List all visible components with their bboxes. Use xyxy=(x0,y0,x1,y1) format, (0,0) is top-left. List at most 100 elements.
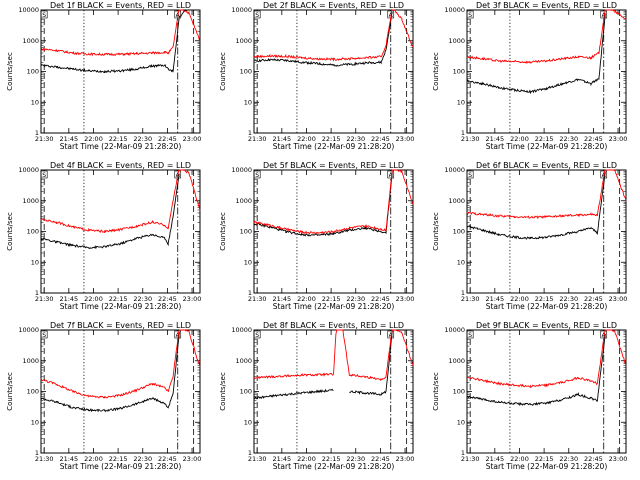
y-tick-label: 100 xyxy=(27,388,39,396)
y-axis-label: Counts/sec xyxy=(219,212,227,251)
x-axis-label: Start Time (22-Mar-09 21:28:20) xyxy=(60,302,182,311)
marker-label: S xyxy=(468,12,472,19)
y-tick-label: 10 xyxy=(457,418,465,426)
x-tick-label: 21:30 xyxy=(248,455,267,463)
y-tick-label: 10000 xyxy=(18,326,39,334)
y-tick-label: 1000 xyxy=(22,37,39,45)
lld-series-line xyxy=(466,9,626,65)
x-tick-label: 22:45 xyxy=(371,455,390,463)
x-tick-label: 21:45 xyxy=(485,295,504,303)
x-tick-label: 23:00 xyxy=(183,135,202,143)
chart-title: Det 7f BLACK = Events, RED = LLD xyxy=(50,321,191,330)
y-tick-label: 10 xyxy=(244,418,252,426)
y-tick-label: 100 xyxy=(240,388,252,396)
y-tick-label: 1 xyxy=(35,129,39,137)
x-axis-label: Start Time (22-Mar-09 21:28:20) xyxy=(60,462,182,471)
y-tick-label: 100 xyxy=(27,68,39,76)
x-tick-label: 21:30 xyxy=(248,135,267,143)
events-series-line xyxy=(253,388,334,400)
marker-label: S xyxy=(255,172,259,179)
x-tick-label: 21:45 xyxy=(485,455,504,463)
x-tick-label: 22:15 xyxy=(322,295,341,303)
marker-box xyxy=(466,170,474,179)
x-axis-label: Start Time (22-Mar-09 21:28:20) xyxy=(486,302,608,311)
events-series-line xyxy=(253,12,393,67)
x-tick-label: 22:45 xyxy=(584,295,603,303)
x-tick-label: 22:30 xyxy=(133,295,152,303)
y-tick-label: 10000 xyxy=(18,6,39,14)
detector-panel-9: Det 9f BLACK = Events, RED = LLD 1 10 100 10… xyxy=(426,320,639,480)
detector-panel-2: Det 2f BLACK = Events, RED = LLD 1 10 100 10… xyxy=(213,0,426,160)
y-tick-label: 1 xyxy=(461,289,465,297)
y-tick-label: 100 xyxy=(453,388,465,396)
y-tick-label: 1000 xyxy=(235,37,252,45)
y-axis-label: Counts/sec xyxy=(432,372,440,411)
y-tick-label: 1000 xyxy=(235,197,252,205)
y-tick-label: 1000 xyxy=(235,357,252,365)
x-tick-label: 22:15 xyxy=(109,455,128,463)
events-series-line xyxy=(466,333,606,407)
x-tick-label: 22:15 xyxy=(109,135,128,143)
x-tick-label: 23:00 xyxy=(609,295,628,303)
events-series-line xyxy=(466,13,606,95)
y-tick-label: 1000 xyxy=(448,197,465,205)
y-tick-label: 10000 xyxy=(18,166,39,174)
y-tick-label: 10 xyxy=(31,418,39,426)
x-tick-label: 23:00 xyxy=(183,295,202,303)
y-axis-label: Counts/sec xyxy=(219,372,227,411)
chart-svg: Det 3f BLACK = Events, RED = LLD 1 10 100 10… xyxy=(432,1,628,151)
x-tick-label: 21:45 xyxy=(59,295,78,303)
events-series-line xyxy=(253,172,393,237)
x-tick-label: 22:15 xyxy=(109,295,128,303)
detector-panel-7: Det 7f BLACK = Events, RED = LLD 1 10 100 10… xyxy=(0,320,213,480)
y-tick-label: 1 xyxy=(461,449,465,457)
y-tick-label: 1 xyxy=(248,449,252,457)
marker-label: S xyxy=(255,332,259,339)
marker-box xyxy=(253,10,261,19)
y-axis-label: Counts/sec xyxy=(6,372,14,411)
x-tick-label: 21:30 xyxy=(35,295,54,303)
y-axis-label: Counts/sec xyxy=(219,52,227,91)
events-series-line xyxy=(40,9,189,74)
marker-label: S xyxy=(42,172,46,179)
chart-title: Det 2f BLACK = Events, RED = LLD xyxy=(263,1,404,10)
x-tick-label: 22:30 xyxy=(559,295,578,303)
x-tick-label: 23:00 xyxy=(183,455,202,463)
x-tick-label: 23:00 xyxy=(609,135,628,143)
x-tick-label: 22:15 xyxy=(322,455,341,463)
detector-panel-8: Det 8f BLACK = Events, RED = LLD 1 10 100 10… xyxy=(213,320,426,480)
marker-label: S xyxy=(468,332,472,339)
events-series-line xyxy=(349,331,393,396)
y-tick-label: 100 xyxy=(240,228,252,236)
x-tick-label: 22:30 xyxy=(346,135,365,143)
chart-svg: Det 2f BLACK = Events, RED = LLD 1 10 100 10… xyxy=(219,1,414,151)
lld-series-line xyxy=(253,9,414,62)
x-tick-label: 22:00 xyxy=(297,135,316,143)
marker-box xyxy=(40,170,48,179)
x-tick-label: 22:00 xyxy=(297,455,316,463)
y-tick-label: 100 xyxy=(453,68,465,76)
x-tick-label: 21:45 xyxy=(272,455,291,463)
x-tick-label: 22:30 xyxy=(133,135,152,143)
y-tick-label: 1 xyxy=(461,129,465,137)
x-tick-label: 21:30 xyxy=(461,135,480,143)
x-tick-label: 22:00 xyxy=(84,295,103,303)
x-tick-label: 22:45 xyxy=(371,295,390,303)
marker-box xyxy=(40,10,48,19)
lld-series-line xyxy=(466,169,627,220)
x-tick-label: 22:45 xyxy=(371,135,390,143)
y-tick-label: 1 xyxy=(248,129,252,137)
x-tick-label: 22:30 xyxy=(559,135,578,143)
chart-title: Det 5f BLACK = Events, RED = LLD xyxy=(263,161,404,170)
chart-title: Det 8f BLACK = Events, RED = LLD xyxy=(263,321,404,330)
x-axis-label: Start Time (22-Mar-09 21:28:20) xyxy=(273,462,395,471)
y-tick-label: 100 xyxy=(240,68,252,76)
y-tick-label: 100 xyxy=(453,228,465,236)
y-tick-label: 10000 xyxy=(444,166,465,174)
y-tick-label: 1000 xyxy=(448,37,465,45)
y-tick-label: 10000 xyxy=(231,6,252,14)
x-tick-label: 22:30 xyxy=(346,455,365,463)
y-tick-label: 1000 xyxy=(448,357,465,365)
plot-frame xyxy=(40,169,201,294)
